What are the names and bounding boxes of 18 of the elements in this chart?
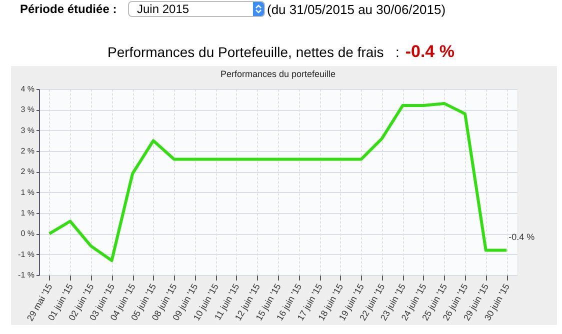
y-tick-label: 0 % — [20, 229, 34, 238]
text: (du 31/05/2015 au 30/06/2015) — [267, 2, 446, 16]
dropdown-field: Juin 2015 — [128, 1, 265, 17]
y-tick-label: 2 % — [20, 167, 34, 176]
y-tick-label: 4 % — [20, 84, 34, 94]
y-tick-label: 3 % — [20, 126, 34, 135]
y-tick-label: 1 % — [20, 188, 34, 197]
y-tick-label: 1 % — [20, 208, 34, 218]
annotation: -0.4 % — [508, 232, 535, 242]
y-tick-label: -1 % — [18, 270, 34, 280]
line-series — [48, 102, 508, 262]
y-tick-label: 3 % — [20, 105, 34, 114]
y-tick-label: -1 % — [18, 250, 34, 259]
text: Période étudiée : — [20, 2, 118, 16]
text: Performances du Portefeuille, nettes de frais : — [108, 44, 400, 60]
y-tick-label: 2 % — [20, 146, 34, 156]
text: -0.4 % — [405, 42, 454, 61]
chart-title: Performances du portefeuille — [220, 69, 336, 79]
